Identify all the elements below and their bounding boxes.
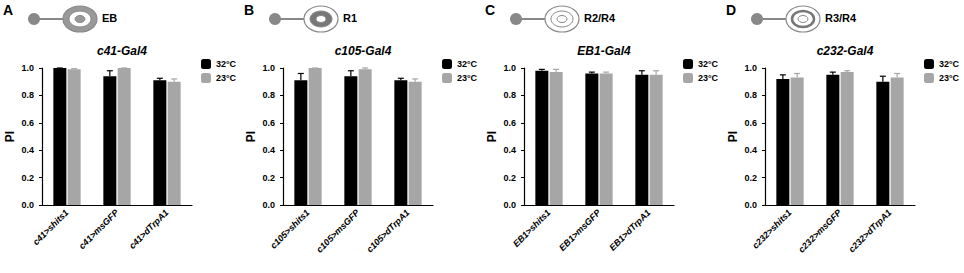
svg-text:c105>shits1: c105>shits1 bbox=[268, 207, 311, 250]
svg-text:23°C: 23°C bbox=[457, 73, 478, 83]
svg-text:c41-Gal4: c41-Gal4 bbox=[97, 44, 147, 58]
svg-text:32°C: 32°C bbox=[939, 59, 960, 69]
svg-text:c105>dTrpA1: c105>dTrpA1 bbox=[364, 207, 411, 254]
svg-text:EB1>dTrpA1: EB1>dTrpA1 bbox=[607, 207, 652, 252]
svg-text:0.4: 0.4 bbox=[21, 145, 34, 155]
svg-text:EB1>shits1: EB1>shits1 bbox=[511, 207, 553, 249]
svg-text:c232>shits1: c232>shits1 bbox=[750, 207, 793, 250]
svg-text:0.4: 0.4 bbox=[744, 145, 757, 155]
svg-text:0.8: 0.8 bbox=[503, 90, 516, 100]
svg-text:PI: PI bbox=[3, 131, 17, 142]
svg-text:R3/R4: R3/R4 bbox=[825, 12, 857, 24]
svg-text:1.0: 1.0 bbox=[262, 63, 275, 73]
svg-text:1.0: 1.0 bbox=[503, 63, 516, 73]
svg-text:0.2: 0.2 bbox=[744, 173, 757, 183]
svg-text:c232>msGFP: c232>msGFP bbox=[796, 207, 843, 254]
svg-text:0.2: 0.2 bbox=[262, 173, 275, 183]
svg-text:D: D bbox=[726, 2, 736, 18]
svg-text:c232>dTrpA1: c232>dTrpA1 bbox=[846, 207, 893, 254]
svg-text:0.0: 0.0 bbox=[744, 200, 757, 210]
svg-text:c232-Gal4: c232-Gal4 bbox=[817, 44, 874, 58]
svg-text:c105-Gal4: c105-Gal4 bbox=[335, 44, 392, 58]
svg-text:0.0: 0.0 bbox=[503, 200, 516, 210]
svg-text:1.0: 1.0 bbox=[21, 63, 34, 73]
svg-text:0.4: 0.4 bbox=[262, 145, 275, 155]
svg-text:0.4: 0.4 bbox=[503, 145, 516, 155]
svg-text:0.8: 0.8 bbox=[262, 90, 275, 100]
svg-text:32°C: 32°C bbox=[457, 59, 478, 69]
svg-text:0.6: 0.6 bbox=[744, 118, 757, 128]
svg-text:EB: EB bbox=[102, 12, 117, 24]
svg-text:0.2: 0.2 bbox=[503, 173, 516, 183]
svg-text:0.6: 0.6 bbox=[262, 118, 275, 128]
svg-text:0.6: 0.6 bbox=[21, 118, 34, 128]
svg-text:0.8: 0.8 bbox=[21, 90, 34, 100]
svg-text:0.8: 0.8 bbox=[744, 90, 757, 100]
svg-text:23°C: 23°C bbox=[216, 73, 237, 83]
svg-text:c41>dTrpA1: c41>dTrpA1 bbox=[127, 207, 171, 251]
svg-text:R1: R1 bbox=[343, 12, 357, 24]
svg-text:PI: PI bbox=[244, 131, 258, 142]
svg-text:23°C: 23°C bbox=[698, 73, 719, 83]
svg-text:c105>msGFP: c105>msGFP bbox=[314, 207, 361, 254]
svg-text:0.0: 0.0 bbox=[262, 200, 275, 210]
svg-text:c41>msGFP: c41>msGFP bbox=[77, 207, 121, 251]
svg-text:EB1>msGFP: EB1>msGFP bbox=[557, 207, 602, 252]
svg-text:B: B bbox=[244, 2, 254, 18]
svg-text:0.2: 0.2 bbox=[21, 173, 34, 183]
svg-text:32°C: 32°C bbox=[216, 59, 237, 69]
svg-text:R2/R4: R2/R4 bbox=[584, 12, 616, 24]
svg-text:32°C: 32°C bbox=[698, 59, 719, 69]
svg-text:0.0: 0.0 bbox=[21, 200, 34, 210]
svg-text:23°C: 23°C bbox=[939, 73, 960, 83]
svg-text:EB1-Gal4: EB1-Gal4 bbox=[577, 44, 631, 58]
svg-text:PI: PI bbox=[485, 131, 499, 142]
svg-text:1.0: 1.0 bbox=[744, 63, 757, 73]
svg-text:A: A bbox=[3, 2, 13, 18]
svg-text:0.6: 0.6 bbox=[503, 118, 516, 128]
svg-text:C: C bbox=[485, 2, 495, 18]
svg-text:PI: PI bbox=[726, 131, 740, 142]
svg-text:c41>shits1: c41>shits1 bbox=[31, 207, 71, 247]
